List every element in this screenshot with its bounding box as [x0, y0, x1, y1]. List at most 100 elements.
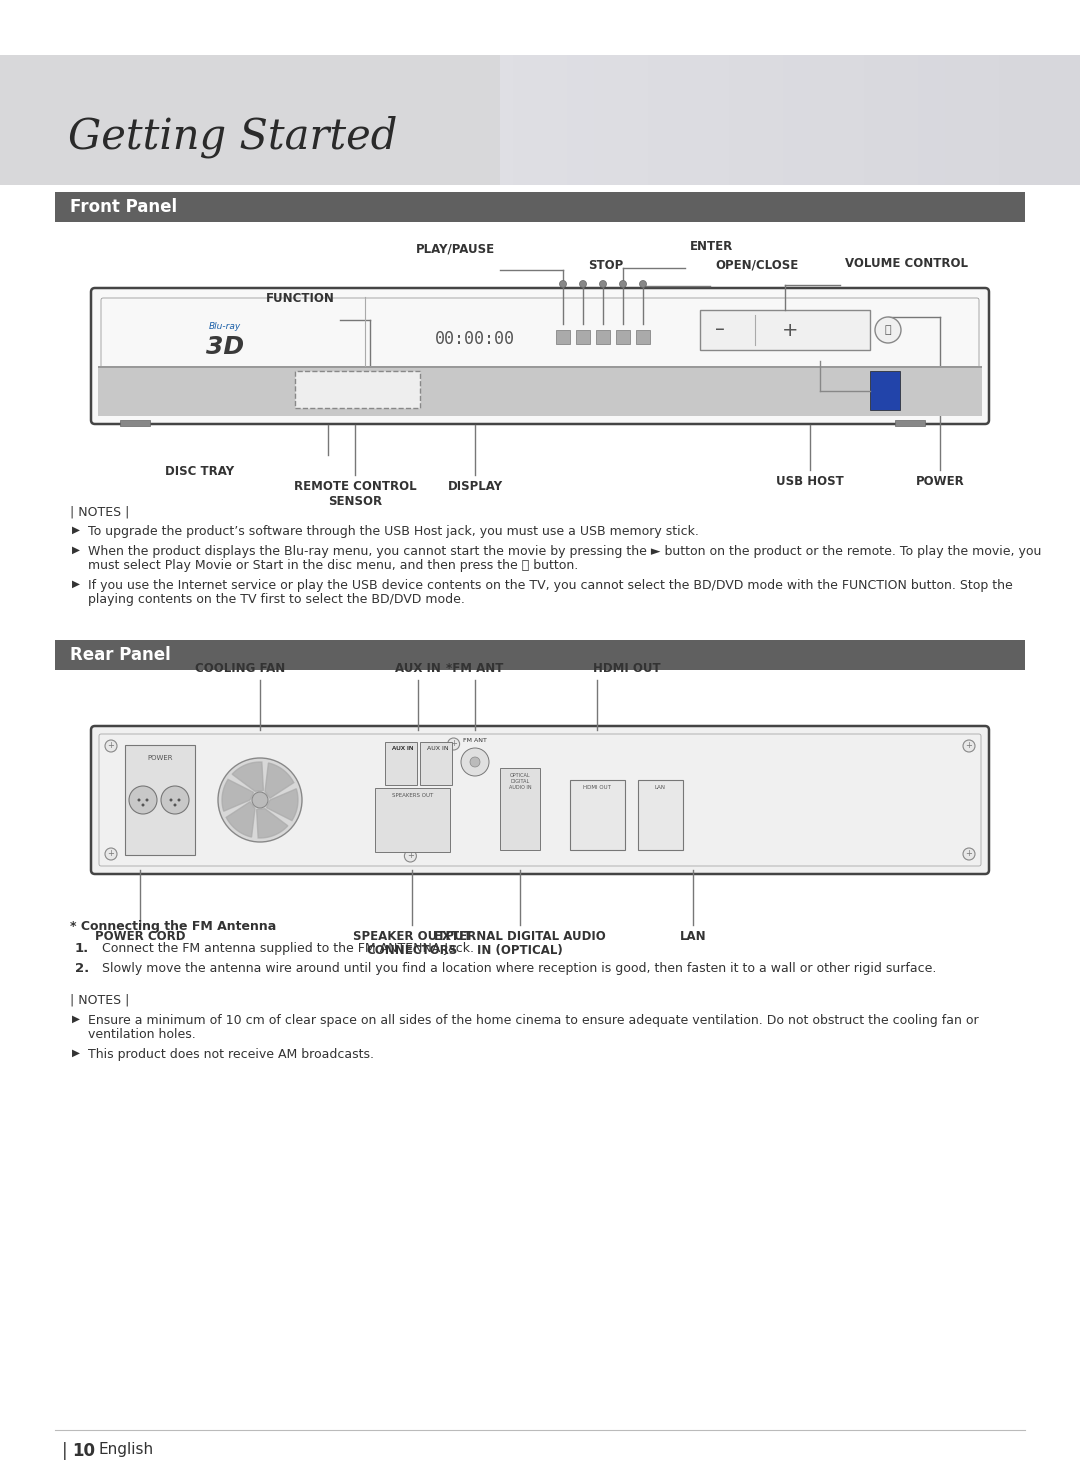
Bar — [729, 55, 757, 185]
Bar — [420, 742, 453, 785]
Bar — [895, 420, 924, 426]
Text: +: + — [450, 740, 457, 748]
Circle shape — [252, 791, 268, 808]
Bar — [1026, 55, 1054, 185]
Bar — [864, 55, 892, 185]
Bar — [636, 330, 650, 345]
Text: IN (OPTICAL): IN (OPTICAL) — [477, 944, 563, 957]
Text: LAN: LAN — [679, 930, 706, 944]
Text: Getting Started: Getting Started — [68, 115, 397, 158]
Bar — [576, 330, 590, 345]
Circle shape — [559, 281, 567, 287]
Bar — [378, 55, 406, 185]
Bar — [405, 55, 433, 185]
Text: STOP: STOP — [588, 259, 623, 272]
Bar — [135, 55, 163, 185]
Text: +: + — [108, 849, 114, 858]
Bar — [783, 55, 811, 185]
Circle shape — [146, 799, 149, 802]
Text: COOLING FAN: COOLING FAN — [194, 663, 285, 674]
Circle shape — [963, 847, 975, 859]
FancyBboxPatch shape — [91, 726, 989, 874]
Text: Blu-ray: Blu-ray — [208, 322, 241, 331]
Bar — [27, 55, 55, 185]
Circle shape — [580, 281, 586, 287]
Bar — [570, 779, 625, 850]
Bar — [295, 371, 420, 408]
Bar — [540, 55, 568, 185]
Bar — [0, 55, 28, 185]
Text: 2.: 2. — [75, 961, 90, 975]
Polygon shape — [222, 779, 254, 810]
Bar — [918, 55, 946, 185]
FancyBboxPatch shape — [91, 288, 989, 424]
Text: playing contents on the TV first to select the BD/DVD mode.: playing contents on the TV first to sele… — [87, 593, 464, 606]
Text: DISPLAY: DISPLAY — [447, 481, 502, 493]
Bar — [486, 55, 514, 185]
Text: CONNECTORS: CONNECTORS — [366, 944, 458, 957]
Text: POWER: POWER — [916, 475, 964, 488]
Bar — [513, 55, 541, 185]
Bar — [162, 55, 190, 185]
Text: Front Panel: Front Panel — [70, 198, 177, 216]
Circle shape — [639, 281, 647, 287]
Bar — [638, 779, 683, 850]
Circle shape — [470, 757, 480, 768]
Circle shape — [447, 738, 460, 750]
Circle shape — [963, 740, 975, 751]
Text: SPEAKER OUTPUT: SPEAKER OUTPUT — [353, 930, 471, 944]
Text: HDMI OUT: HDMI OUT — [583, 785, 611, 790]
Polygon shape — [232, 762, 264, 791]
Bar — [756, 55, 784, 185]
Bar — [700, 311, 870, 351]
Text: 10: 10 — [72, 1442, 95, 1460]
Text: FUNCTION: FUNCTION — [266, 291, 335, 305]
Polygon shape — [265, 763, 294, 799]
Bar — [98, 365, 982, 416]
Circle shape — [105, 847, 117, 859]
Bar — [648, 55, 676, 185]
Text: HDMI OUT: HDMI OUT — [593, 663, 661, 674]
Circle shape — [105, 740, 117, 751]
Bar — [596, 330, 610, 345]
Bar — [621, 55, 649, 185]
Text: *FM ANT: *FM ANT — [446, 663, 503, 674]
Circle shape — [170, 799, 173, 802]
Bar — [108, 55, 136, 185]
Circle shape — [875, 317, 901, 343]
Text: USB HOST: USB HOST — [777, 475, 843, 488]
Circle shape — [137, 799, 140, 802]
Polygon shape — [226, 802, 255, 837]
Bar — [55, 640, 1025, 670]
Bar — [120, 420, 150, 426]
Text: AUX IN: AUX IN — [428, 745, 449, 751]
Bar — [702, 55, 730, 185]
Text: Rear Panel: Rear Panel — [70, 646, 171, 664]
Circle shape — [177, 799, 180, 802]
Text: FM ANT: FM ANT — [463, 738, 487, 742]
Bar — [243, 55, 271, 185]
Text: 3D: 3D — [206, 336, 244, 359]
Text: OPEN/CLOSE: OPEN/CLOSE — [715, 259, 798, 272]
Text: ▶: ▶ — [72, 544, 80, 555]
Text: –: – — [715, 321, 725, 340]
Text: SPEAKERS OUT: SPEAKERS OUT — [392, 793, 433, 799]
Bar — [384, 742, 417, 785]
Bar — [616, 330, 630, 345]
Bar — [81, 55, 109, 185]
Circle shape — [599, 281, 607, 287]
Text: POWER CORD: POWER CORD — [95, 930, 186, 944]
Bar — [675, 55, 703, 185]
Text: must select Play Movie or Start in the disc menu, and then press the Ⓐ button.: must select Play Movie or Start in the d… — [87, 559, 578, 572]
Bar — [459, 55, 487, 185]
Text: +: + — [407, 852, 414, 861]
Bar — [999, 55, 1027, 185]
Circle shape — [129, 785, 157, 813]
Polygon shape — [257, 809, 288, 839]
Polygon shape — [267, 788, 298, 821]
Text: | NOTES |: | NOTES | — [70, 504, 130, 518]
Bar — [1053, 55, 1080, 185]
Circle shape — [161, 785, 189, 813]
Text: REMOTE CONTROL: REMOTE CONTROL — [294, 481, 416, 493]
Bar — [375, 788, 450, 852]
